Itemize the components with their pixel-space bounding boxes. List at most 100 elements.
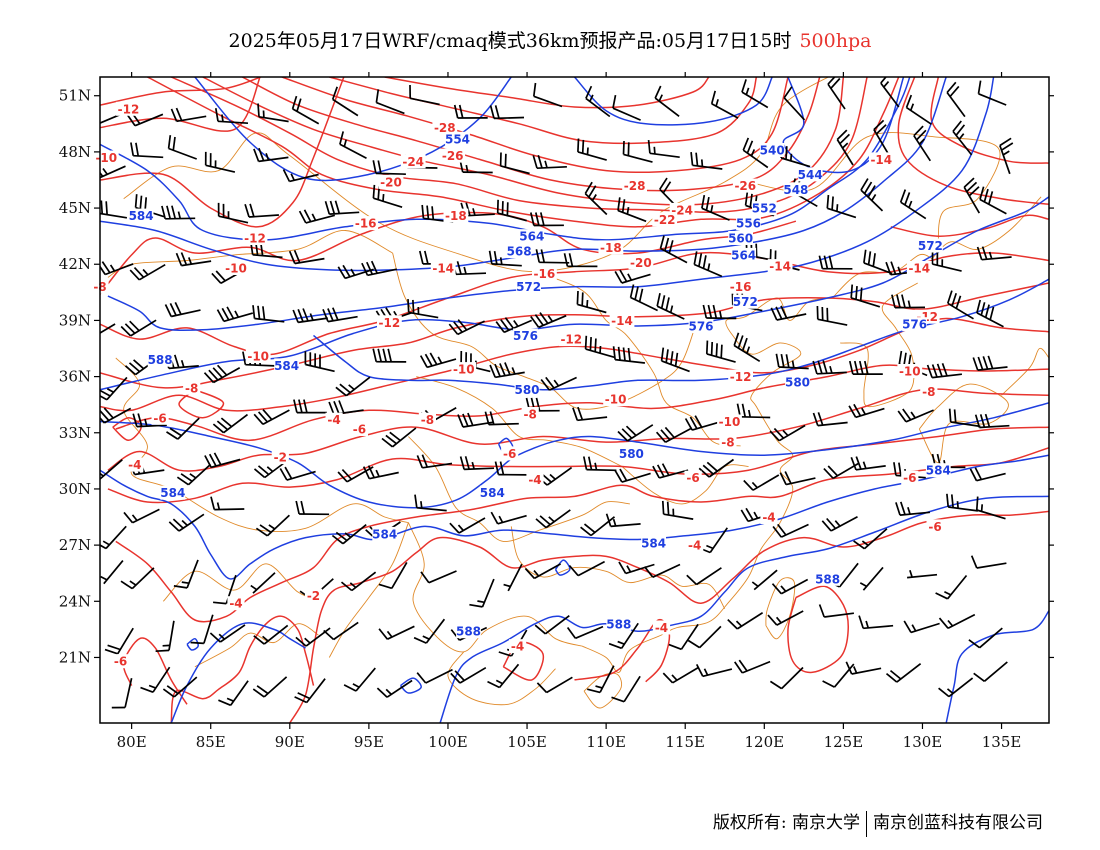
lat-tick-label: 27N: [59, 536, 91, 554]
temperature-contour-label-backdrop: [126, 457, 144, 472]
wind-barb: [378, 625, 415, 640]
wind-barb: [378, 561, 408, 590]
lon-tick-label: 85E: [196, 733, 226, 751]
temperature-contour-label: -6: [928, 520, 941, 534]
wind-barb: [218, 680, 249, 707]
temperature-contour-label: -4: [128, 458, 141, 472]
lat-tick-label: 45N: [59, 199, 91, 217]
wind-barb: [294, 678, 326, 704]
boundary-line: [162, 563, 322, 602]
boundary-line: [765, 577, 796, 640]
wind-barb: [972, 355, 1008, 371]
wind-barb: [611, 675, 641, 703]
boundary-line: [534, 271, 741, 447]
temperature-contour-label: -10: [247, 350, 269, 364]
wind-barb: [608, 622, 639, 650]
wind-barb: [885, 663, 922, 683]
wind-barb: [668, 623, 699, 651]
wind-barb: [419, 352, 457, 369]
wind-barb: [530, 312, 567, 329]
wind-barb: [209, 624, 246, 643]
height-contour-label-backdrop: [619, 446, 644, 461]
wind-barb: [484, 411, 519, 426]
wind-barb: [659, 235, 688, 264]
height-contour-label-backdrop: [456, 624, 481, 639]
wind-barb: [120, 567, 155, 590]
boundary-line: [328, 522, 409, 658]
wind-barb: [111, 678, 133, 709]
wind-barb: [973, 661, 1008, 682]
temperature-contour-label-backdrop: [652, 620, 671, 635]
temperature-contour-label-backdrop: [430, 261, 456, 275]
temperature-contour-label: -10: [605, 393, 627, 407]
wind-barb: [413, 618, 446, 644]
wind-barb: [140, 666, 171, 693]
title-text: 2025年05月17日WRF/cmaq模式36km预报产品:05月17日15时: [228, 30, 792, 52]
wind-barb: [907, 570, 938, 579]
height-contour-label: 544: [798, 168, 823, 182]
boundary-line: [408, 436, 630, 542]
wind-barb: [487, 663, 520, 689]
temperature-contour-label-backdrop: [732, 178, 758, 193]
temperature-contour-label: -6: [114, 655, 127, 669]
wind-barb: [253, 624, 289, 645]
temperature-contour-label-backdrop: [501, 446, 519, 461]
height-contour-label: 588: [606, 617, 631, 631]
wind-barb: [812, 360, 847, 375]
temperature-contour-label-backdrop: [223, 261, 249, 275]
wind-barb: [282, 169, 319, 183]
wind-barb: [686, 567, 722, 586]
wind-barb-layer: [100, 77, 1014, 709]
temperature-contour-label: -4: [762, 511, 775, 525]
lon-tick-label: 110E: [586, 733, 626, 751]
wind-barb: [295, 627, 331, 647]
lat-tick-label: 51N: [59, 87, 91, 105]
wind-barb: [742, 137, 769, 169]
height-contour: [100, 77, 947, 272]
wind-barb: [695, 664, 733, 678]
temperature-contour-label-backdrop: [451, 362, 477, 377]
wind-barb: [100, 261, 134, 276]
height-contour-label: 564: [731, 248, 756, 262]
wind-barb: [100, 407, 132, 424]
temperature-contour-label-backdrop: [526, 472, 544, 487]
wind-barb: [710, 90, 739, 119]
wind-barb: [210, 496, 245, 511]
wind-barb: [976, 299, 1004, 328]
wind-barb: [495, 317, 533, 334]
height-contour: [554, 559, 571, 576]
wind-barb: [190, 614, 214, 645]
wind-barb: [416, 668, 453, 684]
temperature-contour-label: -16: [730, 280, 752, 294]
wind-barb: [850, 284, 881, 308]
wind-barb: [617, 197, 647, 223]
wind-barb: [913, 125, 932, 162]
wind-barb: [372, 160, 406, 176]
wind-barb: [584, 181, 608, 216]
wind-barb: [853, 528, 888, 550]
wind-barb: [584, 335, 615, 359]
wind-barb: [771, 578, 809, 595]
temperature-contour-label-backdrop: [377, 315, 402, 330]
wind-barb: [897, 408, 934, 423]
wind-barb: [662, 666, 699, 684]
temperature-contour-label-backdrop: [227, 596, 245, 611]
height-contour: [100, 454, 1049, 580]
wind-barb: [372, 348, 407, 363]
wind-barb: [821, 515, 858, 532]
temperature-contour-label: -14: [908, 262, 930, 276]
temperature-contour-label-backdrop: [509, 639, 527, 654]
temperature-contour-label: -14: [870, 153, 892, 167]
wind-barb: [540, 376, 577, 391]
height-contour-label-backdrop: [732, 294, 758, 309]
wind-barb: [337, 264, 374, 280]
lat-tick-label: 30N: [59, 480, 91, 498]
lon-tick-label: 135E: [982, 733, 1022, 751]
wind-barb: [741, 79, 769, 109]
temperature-contour-label: -6: [903, 471, 916, 485]
wind-barb: [891, 294, 926, 309]
wind-barb: [974, 413, 1010, 429]
height-contour-label: 580: [514, 383, 539, 397]
temperature-contour-label: -22: [654, 213, 676, 227]
temperature-contour: [787, 585, 849, 674]
